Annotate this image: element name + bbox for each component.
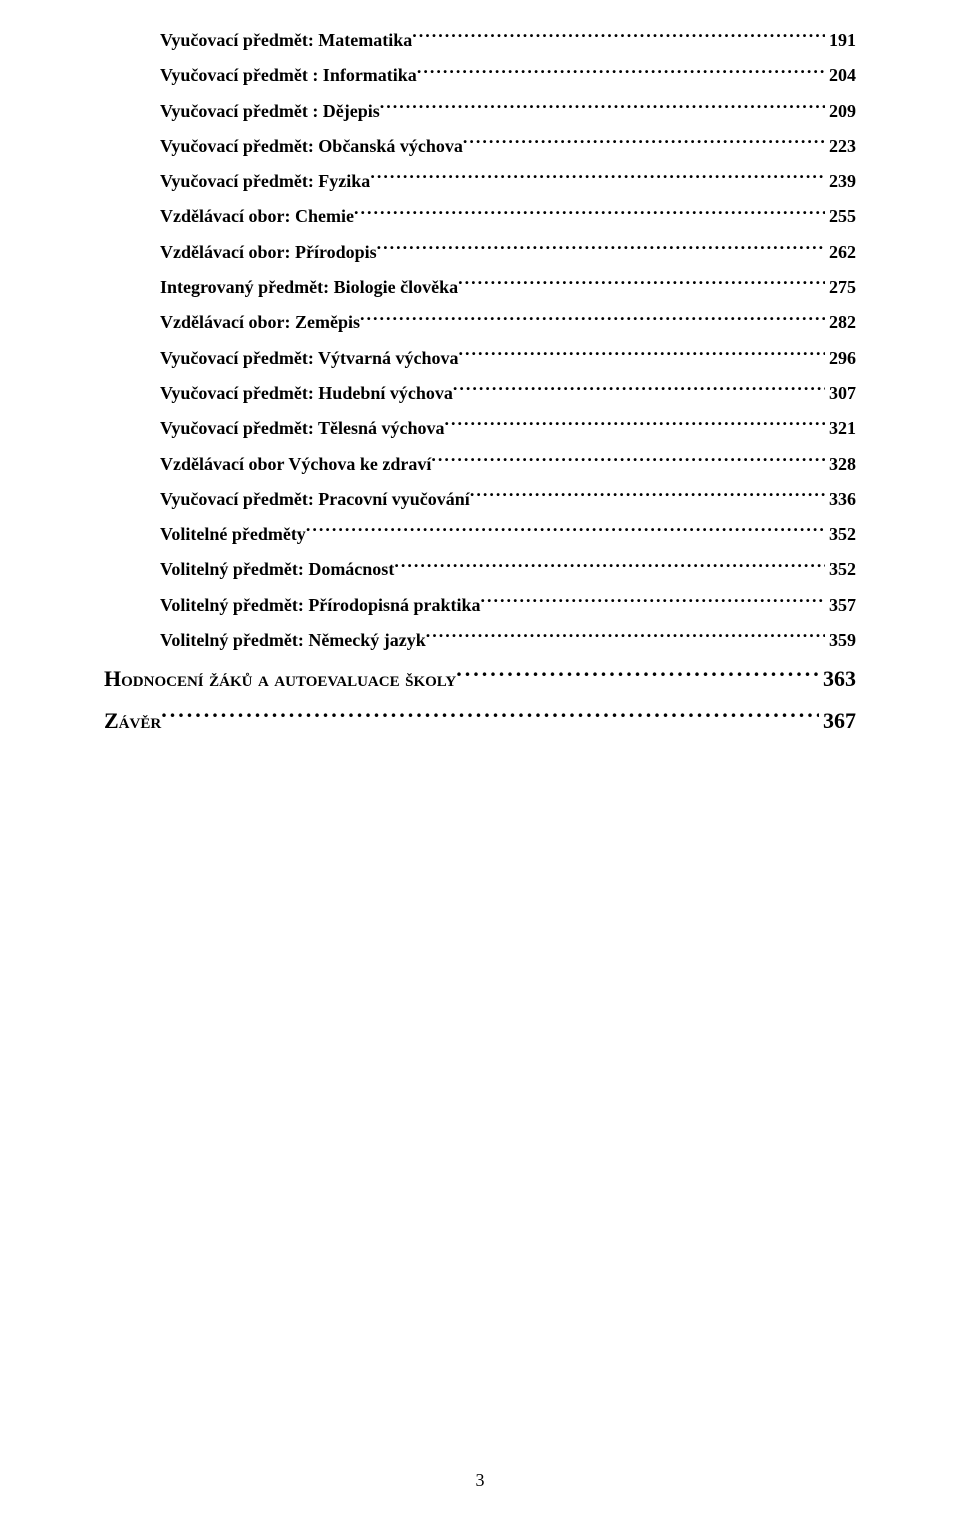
document-page: Vyučovací předmět: Matematika191Vyučovac… [0, 0, 960, 1527]
toc-entry-page: 357 [825, 591, 856, 620]
toc-entry: Vyučovací předmět: Tělesná výchova 321 [104, 414, 856, 443]
toc-leader-dots [470, 487, 825, 505]
toc-leader-dots [380, 99, 825, 117]
toc-leader-dots [417, 63, 825, 81]
toc-entry-page: 209 [825, 97, 856, 126]
toc-entry: Volitelné předměty 352 [104, 520, 856, 549]
toc-leader-dots [444, 416, 825, 434]
toc-entry-label: Vyučovací předmět: Výtvarná výchova [160, 344, 458, 373]
toc-leader-dots [370, 169, 825, 187]
toc-entry: Hodnocení žáků a autoevaluace školy 363 [104, 661, 856, 696]
toc-entry-label: Integrovaný předmět: Biologie člověka [160, 273, 458, 302]
toc-entry-label: Vyučovací předmět : Dějepis [160, 97, 380, 126]
page-number: 3 [0, 1470, 960, 1491]
toc-entry-label: Vyučovací předmět: Pracovní vyučování [160, 485, 470, 514]
toc-entry-page: 367 [819, 703, 856, 738]
toc-leader-dots [426, 628, 825, 646]
toc-entry: Vyučovací předmět: Fyzika 239 [104, 167, 856, 196]
toc-entry-page: 262 [825, 238, 856, 267]
toc-entry-label: Vzdělávací obor: Chemie [160, 202, 354, 231]
toc-leader-dots [161, 706, 819, 728]
toc-entry-label: Vyučovací předmět : Informatika [160, 61, 417, 90]
toc-entry-label: Volitelný předmět: Domácnost [160, 555, 394, 584]
toc-entry-page: 223 [825, 132, 856, 161]
toc-entry: Vzdělávací obor: Chemie 255 [104, 202, 856, 231]
toc-leader-dots [458, 346, 825, 364]
toc-entry-page: 204 [825, 61, 856, 90]
toc-leader-dots [306, 522, 825, 540]
toc-leader-dots [481, 593, 825, 611]
toc-entry-label: Vzdělávací obor: Přírodopis [160, 238, 377, 267]
toc-entry-label: Volitelný předmět: Německý jazyk [160, 626, 426, 655]
toc-entry-label: Vyučovací předmět: Fyzika [160, 167, 370, 196]
toc-entry-page: 336 [825, 485, 856, 514]
toc-entry: Vyučovací předmět : Dějepis 209 [104, 97, 856, 126]
toc-entry: Vyučovací předmět: Hudební výchova 307 [104, 379, 856, 408]
toc-leader-dots [458, 275, 825, 293]
toc-leader-dots [354, 204, 825, 222]
toc-entry-page: 363 [819, 661, 856, 696]
toc-entry-page: 255 [825, 202, 856, 231]
toc-entry-page: 191 [825, 26, 856, 55]
toc-leader-dots [453, 381, 825, 399]
toc-entry-page: 307 [825, 379, 856, 408]
toc-entry-label: Vyučovací předmět: Tělesná výchova [160, 414, 444, 443]
toc-entry: Vyučovací předmět : Informatika 204 [104, 61, 856, 90]
table-of-contents: Vyučovací předmět: Matematika191Vyučovac… [104, 26, 856, 738]
toc-entry: Vzdělávací obor: Přírodopis 262 [104, 238, 856, 267]
toc-leader-dots [394, 557, 825, 575]
toc-entry: Vyučovací předmět: Výtvarná výchova 296 [104, 344, 856, 373]
toc-entry-page: 321 [825, 414, 856, 443]
toc-entry: Vyučovací předmět: Matematika 191 [104, 26, 856, 55]
toc-leader-dots [463, 134, 825, 152]
toc-leader-dots [377, 240, 825, 258]
toc-entry-label: Vzdělávací obor Výchova ke zdraví [160, 450, 431, 479]
toc-entry: Vzdělávací obor: Zeměpis 282 [104, 308, 856, 337]
toc-entry-page: 352 [825, 520, 856, 549]
toc-entry: Vyučovací předmět: Občanská výchova 223 [104, 132, 856, 161]
toc-entry-page: 352 [825, 555, 856, 584]
toc-entry-label: Volitelné předměty [160, 520, 306, 549]
toc-leader-dots [456, 664, 819, 686]
toc-entry-page: 282 [825, 308, 856, 337]
toc-entry-label: Vzdělávací obor: Zeměpis [160, 308, 360, 337]
toc-entry-label: Vyučovací předmět: Hudební výchova [160, 379, 453, 408]
toc-entry: Vzdělávací obor Výchova ke zdraví 328 [104, 450, 856, 479]
toc-entry-label: Volitelný předmět: Přírodopisná praktika [160, 591, 481, 620]
toc-entry: Integrovaný předmět: Biologie člověka 275 [104, 273, 856, 302]
toc-leader-dots [431, 452, 825, 470]
toc-leader-dots [412, 28, 825, 46]
toc-entry-page: 296 [825, 344, 856, 373]
toc-entry-label: Vyučovací předmět: Matematika [160, 26, 412, 55]
toc-entry-page: 239 [825, 167, 856, 196]
toc-entry-page: 328 [825, 450, 856, 479]
toc-entry-label: Závěr [104, 703, 161, 738]
toc-entry: Závěr 367 [104, 703, 856, 738]
toc-entry-page: 359 [825, 626, 856, 655]
toc-entry: Volitelný předmět: Německý jazyk 359 [104, 626, 856, 655]
toc-entry-label: Vyučovací předmět: Občanská výchova [160, 132, 463, 161]
toc-leader-dots [360, 310, 825, 328]
toc-entry: Vyučovací předmět: Pracovní vyučování 336 [104, 485, 856, 514]
toc-entry-label: Hodnocení žáků a autoevaluace školy [104, 661, 456, 696]
toc-entry-page: 275 [825, 273, 856, 302]
toc-entry: Volitelný předmět: Přírodopisná praktika… [104, 591, 856, 620]
toc-entry: Volitelný předmět: Domácnost 352 [104, 555, 856, 584]
